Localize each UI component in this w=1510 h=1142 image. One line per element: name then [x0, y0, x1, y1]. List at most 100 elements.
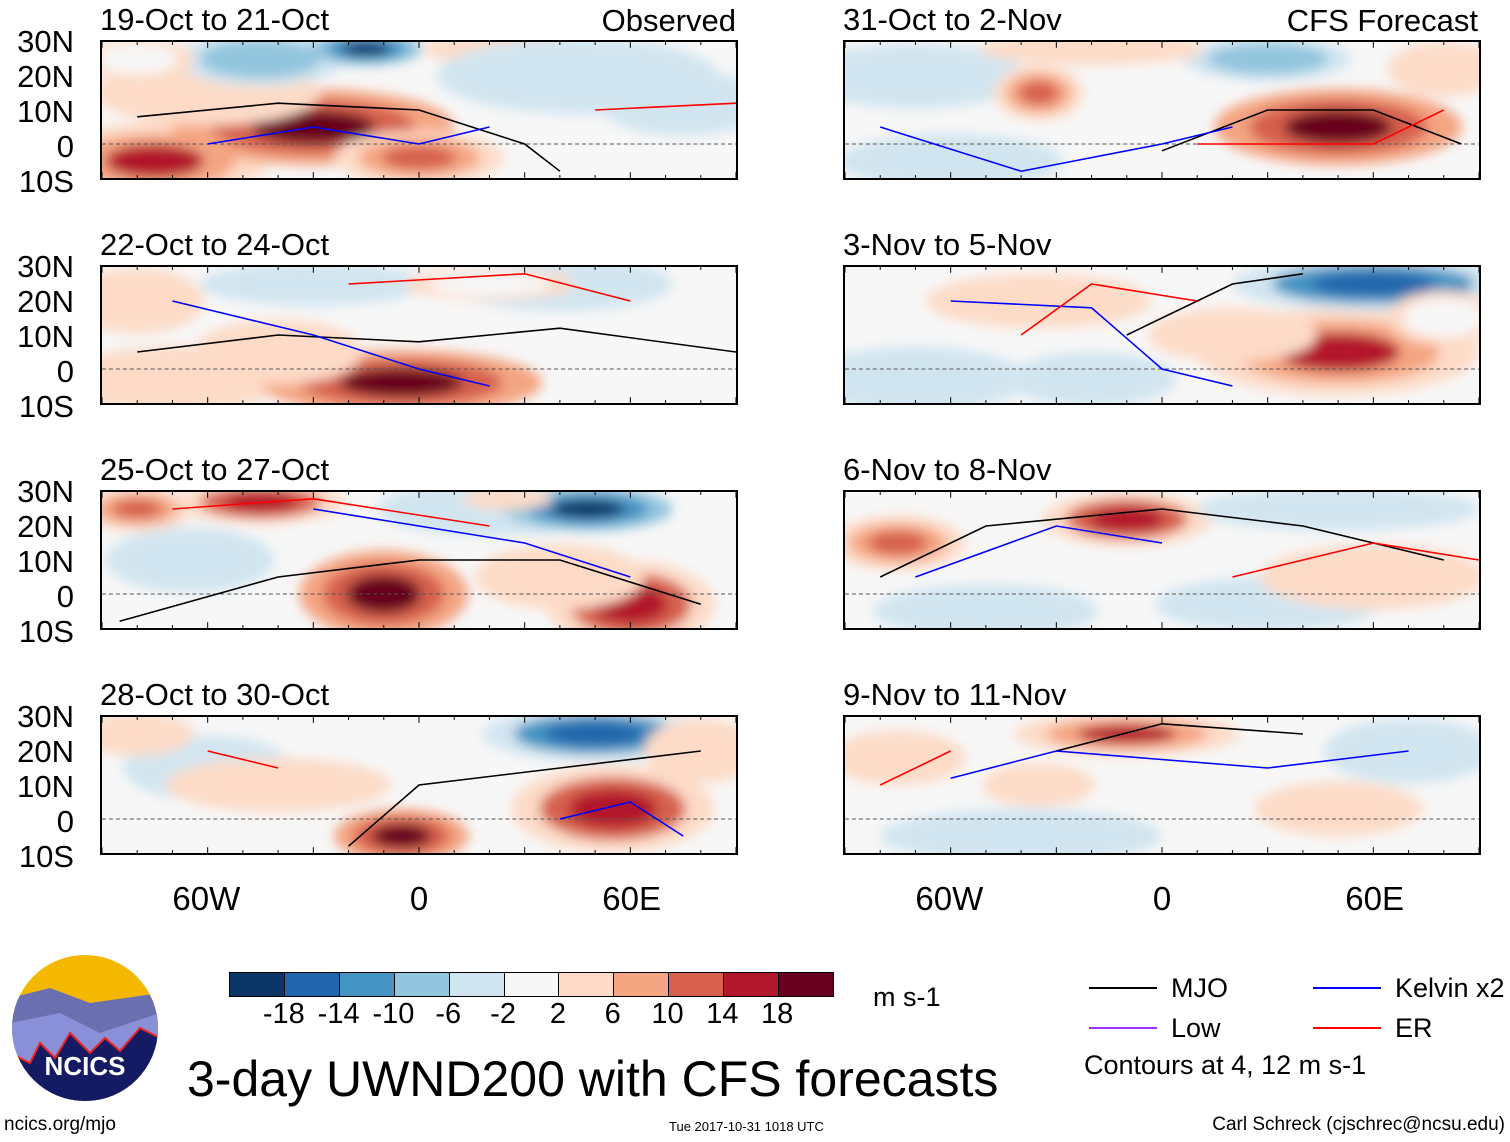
colorbar-tick-label: -18	[262, 998, 305, 1030]
lat-label: 30N	[17, 699, 74, 734]
mjo-contour	[137, 327, 736, 353]
lon-label: 0	[409, 880, 429, 917]
anomaly-blob	[105, 527, 275, 593]
colorbar-swatch	[449, 973, 505, 996]
legend-line-low	[1089, 1027, 1157, 1029]
anomaly-blob	[551, 499, 626, 519]
lat-label: 30N	[17, 24, 74, 59]
lon-label: 60E	[1345, 880, 1405, 917]
legend-line-kelvin	[1313, 987, 1381, 989]
map-panel	[100, 40, 738, 180]
er-contour	[348, 273, 631, 302]
lat-label: 10S	[18, 389, 74, 424]
ncics-logo: NCICS	[12, 955, 158, 1101]
colorbar-swatch	[230, 973, 285, 996]
legend-label: MJO	[1171, 973, 1228, 1003]
anomaly-blob	[105, 144, 205, 178]
anomaly-blob	[371, 824, 431, 848]
anomaly-blob	[102, 718, 178, 750]
anomaly-blob	[1206, 43, 1329, 75]
kelvin-contour	[879, 126, 1233, 173]
map-panel	[843, 715, 1481, 855]
anomaly-blob	[849, 738, 947, 778]
anomaly-blob	[199, 42, 322, 79]
map-panel	[843, 490, 1481, 630]
anomaly-blob	[873, 583, 1099, 628]
kelvin-contour	[559, 801, 684, 837]
lat-label: 20N	[17, 284, 74, 319]
legend-label: Low	[1171, 1013, 1221, 1043]
colorbar-tick-label: 14	[706, 998, 739, 1030]
kelvin-contour	[172, 300, 490, 387]
lon-label: 60E	[602, 880, 662, 917]
panel-title: 3-Nov to 5-Nov	[843, 227, 1052, 262]
colorbar-tick-label: 6	[604, 998, 621, 1030]
anomaly-blob	[1077, 724, 1177, 744]
panel-title: 6-Nov to 8-Nov	[843, 452, 1052, 487]
kelvin-contour	[207, 126, 490, 145]
anomaly-blob	[474, 492, 540, 507]
colorbar-tick-label: -6	[435, 998, 462, 1030]
colorbar-swatch	[559, 973, 615, 996]
legend-label: Kelvin x2	[1395, 973, 1505, 1003]
anomaly-blob	[845, 52, 997, 100]
map-panel	[843, 40, 1481, 180]
colorbar-tick-label: 18	[761, 998, 794, 1030]
anomaly-blob	[1030, 359, 1153, 399]
anomaly-blob	[845, 133, 1064, 178]
anomaly-blob	[1324, 718, 1479, 784]
lat-label: 10N	[17, 544, 74, 579]
anomaly-blob	[1253, 781, 1423, 836]
observed-label: Observed	[601, 3, 736, 38]
anomaly-blob	[217, 328, 339, 376]
map-panel	[100, 490, 738, 630]
lat-label: 0	[56, 129, 74, 164]
legend-note: Contours at 4, 12 m s-1	[1084, 1050, 1367, 1080]
colorbar	[229, 972, 834, 997]
anomaly-blob	[982, 763, 1096, 807]
map-panel	[843, 265, 1481, 405]
colorbar-tick-label: 2	[549, 998, 566, 1030]
anomaly-blob	[339, 368, 464, 397]
lon-label: 60W	[172, 880, 241, 917]
anomaly-blob	[919, 816, 1123, 853]
site-link[interactable]: ncics.org/mjo	[4, 1114, 116, 1135]
anomaly-blob	[845, 346, 1029, 403]
anomaly-blob	[868, 531, 928, 555]
map-panel	[100, 715, 738, 855]
anomaly-blob	[112, 499, 162, 519]
anomaly-blob	[1236, 493, 1440, 525]
mjo-contour	[1056, 723, 1303, 752]
lat-label: 10S	[18, 614, 74, 649]
mjo-contour	[348, 750, 701, 847]
colorbar-swatch	[724, 973, 780, 996]
lat-label: 10N	[17, 319, 74, 354]
anomaly-blob	[382, 145, 456, 170]
lat-label: 10N	[17, 769, 74, 804]
anomaly-blob	[957, 281, 1120, 321]
er-contour	[1020, 283, 1198, 336]
mjo-contour	[119, 559, 702, 622]
colorbar-tick-label: 10	[651, 998, 684, 1030]
lat-label: 0	[56, 354, 74, 389]
timestamp: Tue 2017-10-31 1018 UTC	[669, 1119, 824, 1134]
colorbar-swatch	[779, 973, 833, 996]
anomaly-blob	[1147, 307, 1317, 363]
anomaly-blob	[568, 789, 658, 828]
anomaly-blob	[341, 42, 391, 56]
colorbar-tick-label: -2	[490, 998, 516, 1030]
anomaly-blob	[1260, 544, 1479, 610]
credit: Carl Schreck (cjschrec@ncsu.edu)	[1212, 1114, 1505, 1135]
panel-title: 25-Oct to 27-Oct	[100, 452, 330, 487]
colorbar-tick-label: -14	[317, 998, 360, 1030]
anomaly-blob	[102, 43, 178, 75]
er-contour	[1197, 109, 1445, 145]
lat-label: 10S	[18, 839, 74, 874]
legend-line-er	[1313, 1027, 1381, 1029]
logo-text: NCICS	[45, 1051, 126, 1081]
lat-label: 10S	[18, 164, 74, 199]
forecast-label: CFS Forecast	[1286, 3, 1478, 38]
er-contour	[879, 750, 952, 786]
legend-label: ER	[1395, 1013, 1433, 1043]
